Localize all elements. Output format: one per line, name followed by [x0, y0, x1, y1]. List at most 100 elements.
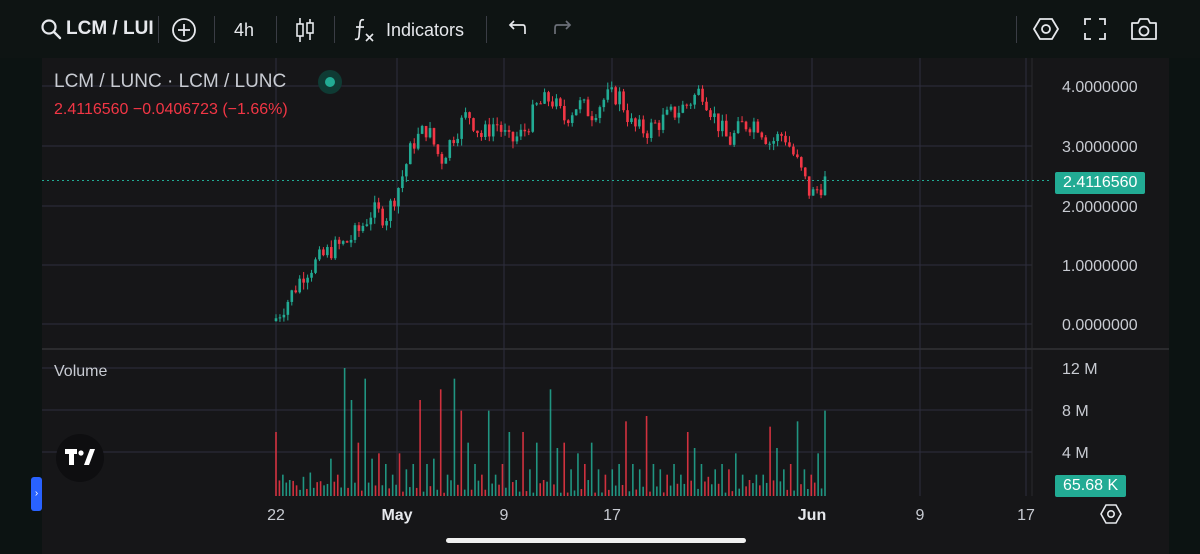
chart-type-button[interactable] [292, 15, 318, 45]
volume-bar [704, 481, 706, 496]
volume-bar [683, 483, 686, 496]
candle-body [539, 103, 542, 105]
volume-bar [487, 410, 490, 496]
volume-bar [498, 484, 500, 496]
volume-bar [656, 486, 658, 496]
volume-bar [412, 464, 415, 496]
candle-body [701, 88, 704, 102]
volume-bar [731, 491, 734, 496]
candle-body [428, 128, 432, 138]
candle-body [728, 136, 732, 145]
volume-bar [426, 464, 428, 496]
candle-body [294, 290, 298, 293]
candle-body [515, 136, 519, 142]
legend-title: LCM / LUNC · LCM / LUNC [54, 71, 287, 92]
interval-button[interactable]: 4h [226, 16, 262, 44]
volume-bar [618, 464, 620, 496]
price-axis-label: 0.0000000 [1062, 317, 1138, 334]
symbol-search[interactable]: LCM / LUI [40, 14, 154, 44]
volume-bar [721, 464, 723, 496]
volume-bar [611, 469, 614, 496]
candle-body [610, 87, 614, 90]
undo-button[interactable] [504, 17, 528, 41]
candle-body [776, 134, 779, 142]
chart-canvas[interactable]: 22 May 9 17 Jun 9 17 4.0000000 3.0000000 2.000000… [42, 58, 1169, 554]
tradingview-logo[interactable] [56, 434, 104, 482]
candle-body [634, 118, 637, 127]
volume-bar [532, 492, 535, 496]
volume-bar [491, 483, 493, 496]
candle-body [464, 112, 467, 118]
indicators-button[interactable]: Indicators [352, 14, 464, 46]
volume-bar [769, 426, 771, 496]
candle-body [499, 124, 503, 132]
candle-body [357, 225, 361, 231]
volume-bar [357, 442, 360, 496]
candle-body [803, 167, 807, 177]
candle-body [602, 99, 606, 108]
compare-button[interactable] [170, 16, 198, 44]
candle-body [369, 217, 373, 225]
add-icon [172, 18, 196, 42]
volume-bar [323, 485, 325, 496]
volume-bar [556, 448, 559, 496]
candle-body [484, 124, 487, 137]
volume-bar [522, 432, 524, 496]
volume-bar [690, 480, 692, 496]
candle-body [365, 224, 369, 226]
candle-body [333, 239, 337, 259]
volume-bar [402, 491, 404, 496]
volume-bar [535, 442, 538, 496]
screenshot-button[interactable] [1128, 16, 1160, 42]
volume-bar [446, 474, 449, 496]
candle-body [543, 92, 546, 104]
volume-bar [381, 485, 384, 496]
volume-bar [388, 488, 391, 496]
volume-bar [584, 464, 586, 496]
volume-bar [515, 480, 517, 496]
volume-bar [748, 480, 751, 496]
redo-button[interactable] [552, 17, 576, 41]
time-axis-label: May [381, 507, 412, 524]
side-panel-toggle[interactable]: › [31, 477, 42, 511]
volume-bar [632, 464, 634, 496]
candle-body [630, 118, 633, 123]
candle-body [744, 121, 748, 130]
candle-body [566, 120, 570, 123]
volume-bar [546, 481, 548, 496]
candle-body [531, 104, 535, 132]
candle-body [444, 157, 448, 164]
settings-button[interactable] [1032, 15, 1060, 43]
volume-bar [734, 453, 737, 496]
volume-bar [577, 453, 579, 496]
axis-settings-button[interactable] [1100, 503, 1122, 525]
volume-bar [450, 480, 452, 496]
candle-body [784, 135, 787, 143]
time-axis-label: 17 [1017, 507, 1035, 524]
fullscreen-button[interactable] [1082, 16, 1108, 42]
volume-bar [803, 469, 806, 496]
top-toolbar: LCM / LUI 4h [0, 0, 1200, 58]
volume-bar [570, 469, 572, 496]
time-axis-label: 9 [500, 507, 509, 524]
volume-bar [367, 482, 370, 496]
candle-body [472, 118, 475, 131]
candle-body [456, 138, 459, 144]
volume-label: Volume [54, 363, 108, 380]
volume-bar [772, 480, 775, 496]
volume-bar [347, 487, 349, 496]
volume-bar [645, 416, 648, 496]
candle-body [645, 133, 649, 139]
volume-bar [621, 484, 624, 496]
candle-body [649, 122, 653, 139]
candle-body [669, 106, 673, 110]
volume-bar [511, 482, 514, 496]
candle-body [681, 104, 685, 113]
camera-icon [1131, 18, 1157, 40]
chart-area[interactable]: 22 May 9 17 Jun 9 17 4.0000000 3.0000000 2.000000… [42, 58, 1169, 554]
volume-bar [820, 488, 823, 496]
volume-bar [419, 400, 421, 496]
candle-body [377, 202, 380, 209]
candle-body [448, 140, 452, 158]
candle-body [401, 176, 404, 188]
